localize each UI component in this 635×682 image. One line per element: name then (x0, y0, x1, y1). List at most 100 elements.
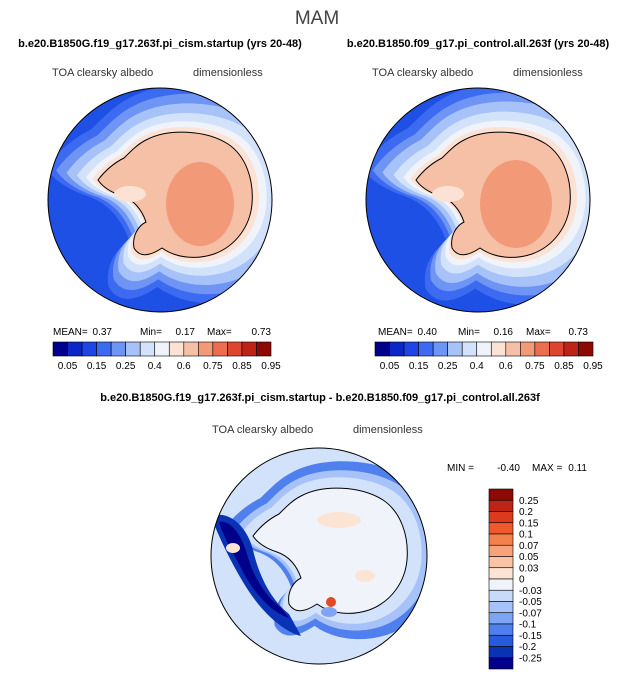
panel-left-min: 0.17 (176, 327, 196, 338)
panel-left-colorbar-swatch (183, 341, 199, 357)
panel-right-map (366, 88, 590, 312)
panel-left-colorbar-tick-label: 0.85 (232, 361, 252, 372)
panel-left-colorbar-swatch (154, 341, 170, 357)
panel-diff-colorbar-tick-label: 0.03 (519, 563, 539, 574)
panel-diff-colorbar: 0.250.20.150.10.070.050.030-0.03-0.05-0.… (488, 488, 542, 670)
panel-diff-colorbar-tick-label: -0.2 (519, 642, 537, 653)
panel-right-colorbar-swatch (418, 341, 434, 357)
panel-right-colorbar-tick-label: 0.95 (583, 361, 603, 372)
panel-left-colorbar: 0.05 0.15 0.25 0.4 0.6 0.75 0.85 0.95 (52, 341, 281, 372)
panel-left-mean: 0.37 (93, 327, 113, 338)
panel-right-colorbar-swatch (432, 341, 448, 357)
panel-right-colorbar-swatch (447, 341, 463, 357)
panel-right-colorbar-swatch (461, 341, 478, 357)
panel-diff-colorbar-tick-label: 0.1 (519, 530, 533, 541)
panel-diff-min-label: MIN = (447, 463, 474, 474)
panel-left-colorbar-swatch (110, 341, 126, 357)
panel-diff-max: 0.11 (568, 463, 587, 474)
panel-left-colorbar-swatch (256, 341, 272, 357)
panel-left-colorbar-tick-label: 0.4 (148, 361, 162, 372)
panel-diff-colorbar-swatch (488, 634, 514, 647)
panel-left-colorbar-tick-label: 0.6 (177, 361, 191, 372)
panel-diff-colorbar-swatch (488, 567, 514, 580)
panel-diff-colorbar-tick-label: 0.25 (519, 496, 539, 507)
panel-left-colorbar-swatch (227, 341, 243, 357)
panel-diff-colorbar-swatch (488, 657, 514, 670)
panel-diff-colorbar-tick-label: 0 (519, 575, 525, 586)
panel-right-max: 0.73 (569, 327, 589, 338)
panel-right-mean: 0.40 (418, 327, 438, 338)
panel-right-min: 0.16 (494, 327, 514, 338)
panel-left-colorbar-tick-label: 0.05 (58, 361, 78, 372)
panel-left-colorbar-swatch (212, 341, 228, 357)
panel-right-colorbar-swatch (374, 341, 390, 357)
panel-right-colorbar-swatch (578, 341, 594, 357)
panel-diff-colorbar-tick-label: -0.1 (519, 620, 537, 631)
panel-right-colorbar: 0.05 0.15 0.25 0.4 0.6 0.75 0.85 0.95 (374, 341, 603, 372)
panel-right-max-label: Max= (526, 327, 551, 338)
panel-diff-colorbar-swatch (488, 578, 514, 591)
panel-diff-title: b.e20.B1850G.f19_g17.263f.pi_cism.startu… (100, 392, 540, 404)
panel-left-field: TOA clearsky albedo (52, 67, 153, 79)
panel-right-colorbar-tick-label: 0.25 (438, 361, 458, 372)
panel-diff-colorbar-tick-label: -0.05 (519, 597, 542, 608)
panel-right-mean-label: MEAN= (378, 327, 413, 338)
panel-left-map (48, 88, 272, 312)
panel-left-colorbar-swatch (96, 341, 112, 357)
panel-left-colorbar-tick-label: 0.15 (87, 361, 107, 372)
panel-left: b.e20.B1850G.f19_g17.263f.pi_cism.startu… (18, 38, 302, 372)
panel-right-colorbar-swatch (520, 341, 536, 357)
panel-right-colorbar-swatch (563, 341, 579, 357)
panel-right-colorbar-tick-label: 0.4 (470, 361, 484, 372)
panel-left-colorbar-swatch (125, 341, 141, 357)
panel-left-colorbar-swatch (52, 341, 68, 357)
panel-diff-colorbar-swatch (488, 488, 514, 501)
panel-diff-colorbar-swatch (488, 623, 514, 636)
panel-right-colorbar-swatch (505, 341, 521, 357)
panel-left-mean-label: MEAN= (53, 327, 88, 338)
panel-diff-colorbar-swatch (488, 499, 514, 512)
panel-diff-colorbar-tick-label: -0.15 (519, 631, 542, 642)
panel-diff-colorbar-swatch (488, 556, 514, 569)
panel-left-colorbar-tick-label: 0.95 (261, 361, 281, 372)
panel-left-units: dimensionless (193, 67, 263, 79)
panel-left-colorbar-swatch (81, 341, 97, 357)
panel-left-colorbar-tick-label: 0.75 (203, 361, 223, 372)
panel-right-colorbar-swatch (549, 341, 565, 357)
panel-right-colorbar-swatch (476, 341, 492, 357)
panel-right-field: TOA clearsky albedo (372, 67, 473, 79)
panel-diff-max-label: MAX = (532, 463, 562, 474)
panel-left-colorbar-swatch (168, 341, 185, 357)
panel-right-colorbar-tick-label: 0.85 (554, 361, 574, 372)
panel-diff-colorbar-tick-label: 0.2 (519, 507, 533, 518)
panel-right-colorbar-swatch (389, 341, 405, 357)
panel-diff-colorbar-swatch (488, 646, 514, 659)
panel-diff-colorbar-swatch (488, 511, 514, 524)
panel-diff-colorbar-swatch (488, 522, 514, 535)
panel-diff-colorbar-tick-label: -0.07 (519, 608, 542, 619)
season-label: MAM (295, 8, 339, 29)
panel-left-min-label: Min= (140, 327, 162, 338)
panel-left-max-label: Max= (207, 327, 232, 338)
panel-right-colorbar-tick-label: 0.15 (409, 361, 429, 372)
panel-right-colorbar-tick-label: 0.05 (380, 361, 400, 372)
panel-right-colorbar-swatch (403, 341, 419, 357)
panel-diff-units: dimensionless (353, 424, 423, 436)
panel-diff-map (211, 448, 427, 664)
panel-diff-colorbar-swatch (488, 589, 514, 602)
panel-right-colorbar-swatch (534, 341, 550, 357)
panel-left-colorbar-swatch (139, 341, 156, 357)
panel-right-title: b.e20.B1850.f09_g17.pi_control.all.263f … (347, 38, 610, 50)
panel-diff-colorbar-tick-label: -0.03 (519, 586, 542, 597)
panel-diff: b.e20.B1850G.f19_g17.263f.pi_cism.startu… (100, 392, 587, 670)
panel-right-colorbar-tick-label: 0.6 (499, 361, 513, 372)
panel-right-min-label: Min= (458, 327, 480, 338)
panel-diff-colorbar-tick-label: 0.05 (519, 552, 539, 563)
panel-diff-field: TOA clearsky albedo (212, 424, 313, 436)
panel-left-colorbar-swatch (241, 341, 257, 357)
panel-diff-colorbar-swatch (488, 612, 514, 625)
panel-left-title: b.e20.B1850G.f19_g17.263f.pi_cism.startu… (18, 38, 302, 50)
panel-diff-colorbar-tick-label: 0.15 (519, 518, 539, 529)
panel-left-max: 0.73 (252, 327, 272, 338)
